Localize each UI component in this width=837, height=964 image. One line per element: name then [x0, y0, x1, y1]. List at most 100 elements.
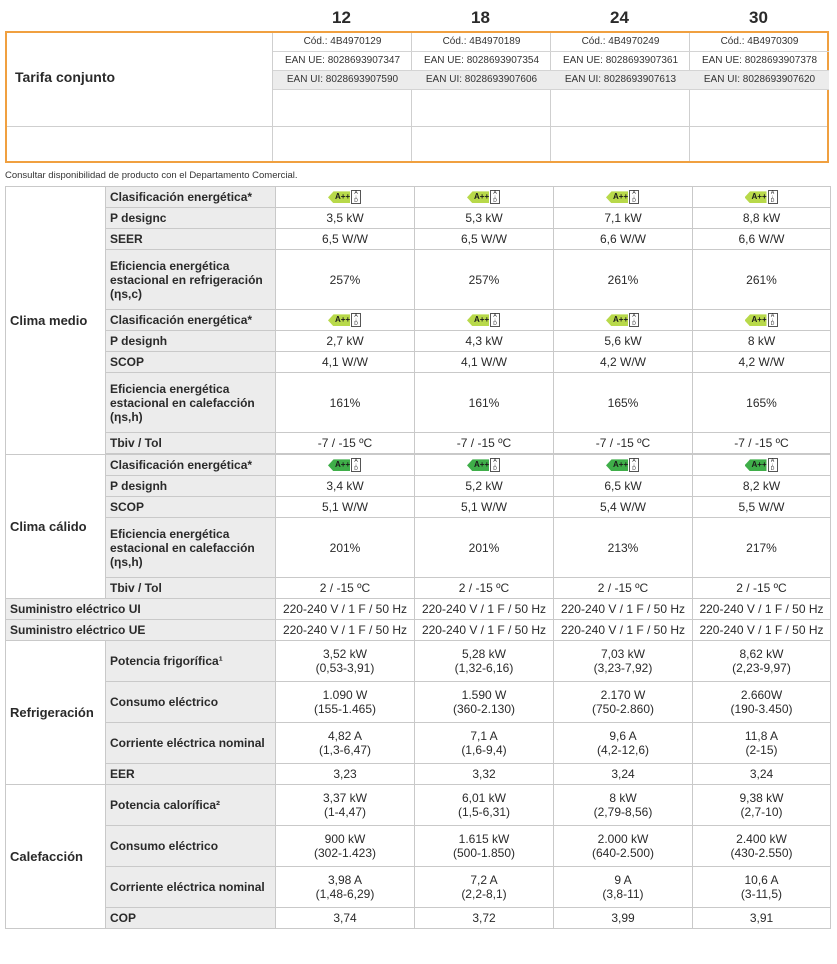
row-label: Suministro eléctrico UI	[5, 598, 276, 620]
table-row: Suministro eléctrico UI 220-240 V / 1 F …	[5, 598, 831, 620]
energy-class-cell: A+++ A ↓ D	[414, 186, 554, 208]
cell: 7,03 kW (3,23-7,92)	[553, 640, 693, 682]
cell: 5,28 kW (1,32-6,16)	[414, 640, 554, 682]
model-24: 24	[610, 8, 629, 27]
cell: 2.170 W (750-2.860)	[553, 681, 693, 723]
cell: 3,24	[553, 763, 693, 785]
energy-class-cell: A+++ A ↓ D	[553, 309, 693, 331]
model-30: 30	[749, 8, 768, 27]
tarifa-col-18: Cód.: 4B4970189 EAN UE: 8028693907354 EA…	[412, 33, 551, 90]
cell: 261%	[692, 249, 831, 310]
cell: 201%	[414, 517, 554, 578]
table-row: Clima cálido Clasificación energética* A…	[5, 454, 831, 599]
cod-value: Cód.: 4B4970129	[273, 33, 412, 52]
cell: 3,72	[414, 907, 554, 929]
cell: -7 / -15 ºC	[414, 432, 554, 454]
cell: 4,3 kW	[414, 330, 554, 352]
cell: 7,1 A (1,6-9,4)	[414, 722, 554, 764]
cell: 3,4 kW	[275, 475, 415, 497]
cell: 1.590 W (360-2.130)	[414, 681, 554, 723]
cell: 3,99	[553, 907, 693, 929]
cell: 201%	[275, 517, 415, 578]
cell: 5,1 W/W	[414, 496, 554, 518]
table-row: Calefacción Potencia calorífica² 3,37 kW…	[5, 784, 831, 929]
model-12: 12	[332, 8, 351, 27]
cell: 3,37 kW (1-4,47)	[275, 784, 415, 826]
table-row: Corriente eléctrica nominal 3,98 A (1,48-…	[6, 866, 831, 908]
energy-label-icon: A+++ A ↓ D	[606, 313, 640, 328]
energy-label-icon: A+++ A ↓ D	[606, 458, 640, 473]
cell: 257%	[414, 249, 554, 310]
cell: 7,1 kW	[553, 207, 693, 229]
row-label: SCOP	[105, 351, 276, 373]
cell: -7 / -15 ºC	[275, 432, 415, 454]
row-label: Eficiencia energética estacional en cale…	[105, 517, 276, 578]
cell: 3,5 kW	[275, 207, 415, 229]
row-label: P designh	[105, 475, 276, 497]
cell: 2 / -15 ºC	[275, 577, 415, 599]
cell: 3,98 A (1,48-6,29)	[275, 866, 415, 908]
cell: 2.400 kW (430-2.550)	[692, 825, 831, 867]
cell: 3,32	[414, 763, 554, 785]
energy-class-cell: A+++ A ↓ D	[414, 454, 554, 476]
cell: 5,6 kW	[553, 330, 693, 352]
table-row: COP 3,74 3,72 3,99 3,91	[6, 907, 831, 929]
cell: 5,4 W/W	[553, 496, 693, 518]
cell: 220-240 V / 1 F / 50 Hz	[414, 598, 554, 620]
cell: 257%	[275, 249, 415, 310]
cell: 2.660W (190-3.450)	[692, 681, 831, 723]
row-label: Tbiv / Tol	[105, 577, 276, 599]
energy-label-icon: A+++ A ↓ D	[467, 313, 501, 328]
energy-class-cell: A+++ A ↓ D	[553, 186, 693, 208]
energy-label-icon: A+++ A ↓ D	[744, 313, 779, 328]
cell: 8,62 kW (2,23-9,97)	[692, 640, 831, 682]
cell: 9,6 A (4,2-12,6)	[553, 722, 693, 764]
row-label: Potencia calorífica²	[105, 784, 276, 826]
cell: 2 / -15 ºC	[414, 577, 554, 599]
row-label: COP	[105, 907, 276, 929]
energy-class-cell: A+++ A ↓ D	[275, 186, 415, 208]
availability-note: Consultar disponibilidad de producto con…	[5, 170, 298, 181]
table-row: Clima medio Clasificación energética* A+…	[5, 186, 831, 455]
energy-label-icon: A+++ A ↓ D	[328, 458, 362, 473]
table-row: SCOP 5,1 W/W 5,1 W/W 5,4 W/W 5,5 W/W	[6, 496, 831, 518]
cell: 3,23	[275, 763, 415, 785]
ean-ue-value: EAN UE: 8028693907378	[690, 52, 829, 71]
row-label: SEER	[105, 228, 276, 250]
cell: 3,91	[692, 907, 831, 929]
energy-class-cell: A+++ A ↓ D	[553, 454, 693, 476]
row-label: Suministro eléctrico UE	[5, 619, 276, 641]
cell: 9,38 kW (2,7-10)	[692, 784, 831, 826]
energy-label-icon: A+++ A ↓ D	[606, 190, 640, 205]
row-label: P designh	[105, 330, 276, 352]
cell: 220-240 V / 1 F / 50 Hz	[553, 598, 693, 620]
cell: 3,24	[692, 763, 831, 785]
energy-class-cell: A+++ A ↓ D	[275, 454, 415, 476]
ean-ue-value: EAN UE: 8028693907347	[273, 52, 412, 71]
cell: 2 / -15 ºC	[692, 577, 831, 599]
ean-ue-value: EAN UE: 8028693907354	[412, 52, 551, 71]
row-label: Corriente eléctrica nominal	[105, 722, 276, 764]
cell: 161%	[275, 372, 415, 433]
model-18: 18	[471, 8, 490, 27]
section-refrigeracion: Refrigeración	[5, 640, 106, 785]
ean-ui-value: EAN UI: 8028693907590	[273, 71, 412, 90]
row-label: SCOP	[105, 496, 276, 518]
row-label: EER	[105, 763, 276, 785]
energy-class-cell: A+++ A ↓ D	[692, 186, 831, 208]
row-label: Eficiencia energética estacional en refr…	[105, 249, 276, 310]
table-row: Consumo eléctrico 1.090 W (155-1.465) 1.5…	[6, 681, 831, 723]
energy-label-icon: A+++ A ↓ D	[328, 190, 362, 205]
table-row: P designh 2,7 kW 4,3 kW 5,6 kW 8 kW	[6, 330, 831, 352]
row-label: Tbiv / Tol	[105, 432, 276, 454]
energy-class-cell: A+++ A ↓ D	[692, 454, 831, 476]
cell: 4,82 A (1,3-6,47)	[275, 722, 415, 764]
cell: 165%	[553, 372, 693, 433]
cell: 8 kW	[692, 330, 831, 352]
table-row: SEER 6,5 W/W 6,5 W/W 6,6 W/W 6,6 W/W	[6, 228, 831, 250]
tarifa-label: Tarifa conjunto	[15, 69, 116, 85]
cod-value: Cód.: 4B4970249	[551, 33, 690, 52]
ean-ui-value: EAN UI: 8028693907620	[690, 71, 829, 90]
cell: 213%	[553, 517, 693, 578]
cell: 6,5 W/W	[414, 228, 554, 250]
